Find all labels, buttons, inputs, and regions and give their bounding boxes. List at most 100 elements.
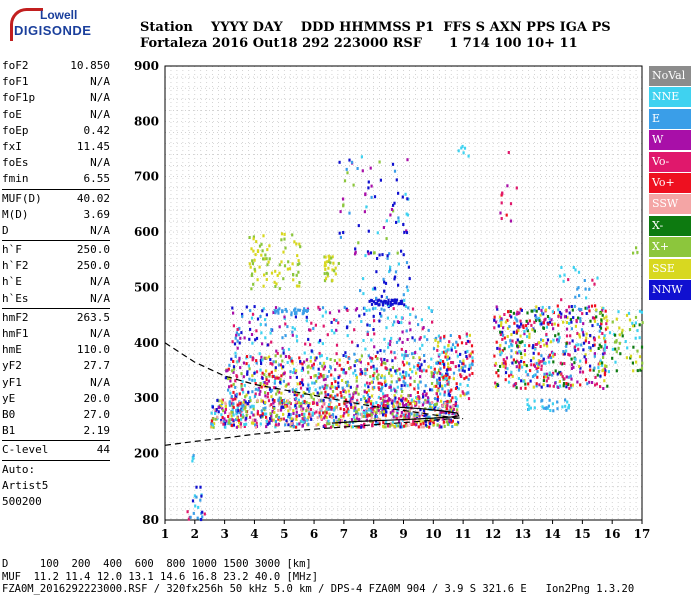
data-point [502,364,505,368]
data-point [232,405,235,409]
data-point [494,361,497,365]
data-point [295,393,298,397]
header-row1: Station YYYY DAY DDD HHMMSS P1 FFS S AXN… [140,20,611,35]
data-point [261,376,264,380]
data-point [395,417,398,420]
data-point [297,270,300,274]
data-point [226,377,230,381]
data-point [273,280,276,284]
data-point [265,375,268,379]
data-point [224,376,227,380]
data-point [615,369,618,373]
data-point [407,306,410,310]
data-point [303,307,306,311]
data-point [308,328,311,332]
data-point [574,349,577,353]
data-point [639,368,642,372]
data-point [312,397,315,401]
data-point [331,385,334,389]
data-point [386,394,389,398]
data-point [435,361,439,365]
data-point [401,399,404,403]
data-point [512,384,515,388]
data-point [537,359,540,363]
data-point [454,422,457,426]
data-point [319,339,322,343]
data-point [439,339,442,343]
data-point [242,390,245,394]
data-point [372,402,375,406]
data-point [345,354,348,358]
data-point [379,397,382,400]
data-point [323,365,326,369]
data-point [418,357,421,361]
data-point [265,425,268,429]
data-point [284,355,287,358]
data-point [373,367,376,371]
data-point [369,166,372,170]
data-point [437,381,440,385]
data-point [439,336,442,340]
data-point [598,343,601,347]
data-point [402,380,405,384]
data-point [318,307,321,311]
data-point [565,385,568,389]
data-point [574,324,577,328]
data-point [634,336,637,340]
data-point [515,365,518,369]
data-point [224,422,227,425]
data-point [305,315,308,319]
data-point [228,385,231,389]
data-point [342,389,345,393]
data-point [502,326,505,330]
data-point [199,498,202,502]
data-point [290,417,293,421]
data-point [332,415,335,419]
data-point [295,417,298,421]
data-point [350,405,353,409]
data-point [429,422,432,426]
data-point [363,422,366,426]
data-point [386,424,390,428]
data-point [387,298,390,302]
data-point [578,333,581,337]
data-point [285,383,288,387]
data-point [327,393,330,397]
legend-e: E [649,108,691,129]
data-point [424,384,427,388]
data-point [277,417,280,421]
data-point [391,421,394,425]
data-point [570,377,573,381]
data-point [280,238,283,242]
data-point [240,417,243,421]
data-point [294,307,297,311]
data-point [514,351,518,355]
data-point [333,331,336,335]
data-point [422,395,425,399]
data-point [375,411,378,415]
data-point [533,399,536,403]
data-point [187,517,190,521]
data-point [592,368,595,372]
data-point [300,419,303,423]
data-point [397,424,400,428]
data-point [277,311,280,315]
data-point [397,283,400,287]
data-point [312,392,315,396]
data-point [413,387,416,391]
data-point [450,420,453,424]
data-point [415,421,418,425]
data-point [298,308,301,312]
data-point [326,407,329,411]
data-point [414,315,417,319]
data-point [332,396,335,400]
param-row-b0: B0 27.0 [2,407,110,423]
data-point [396,320,399,324]
data-point [372,374,375,378]
data-point [236,346,239,350]
data-point [262,234,265,238]
parameter-panel: foF2 10.850 foF1 N/A foF1p N/A foE N/A foEp 0.42 f… [2,58,110,510]
data-point [568,321,571,325]
data-point [599,326,603,330]
data-point [516,351,519,355]
